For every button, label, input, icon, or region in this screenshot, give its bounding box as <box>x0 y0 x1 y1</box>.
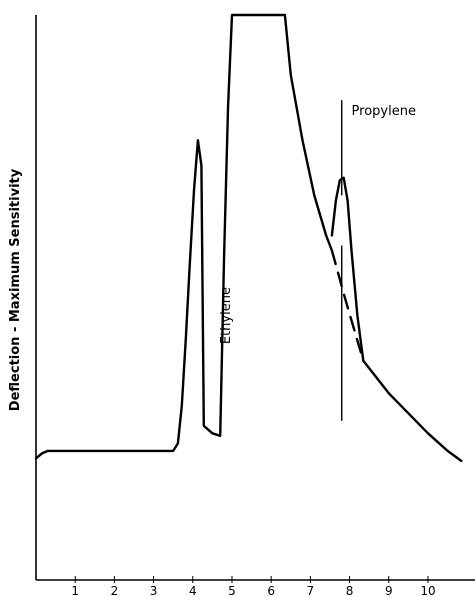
x-tick-label: 8 <box>346 584 354 597</box>
x-tick-label: 1 <box>71 584 79 597</box>
baseline-dashed-line <box>330 249 365 362</box>
annotation-propylene: Propylene <box>352 104 416 119</box>
x-tick-label: 2 <box>111 584 119 597</box>
x-tick-label: 7 <box>307 584 315 597</box>
series-layer <box>34 13 463 463</box>
x-tick-label: 6 <box>267 584 275 597</box>
axes <box>35 15 475 581</box>
x-tick-label: 3 <box>150 584 158 597</box>
x-tick-label: 5 <box>228 584 236 597</box>
signal-trace-1 <box>34 13 334 460</box>
x-tick-label: 4 <box>189 584 197 597</box>
y-axis-label: Deflection - Maximum Sensitivity <box>8 168 23 411</box>
signal-trace-2 <box>330 176 463 463</box>
x-ticks: 1 2 3 4 5 6 7 8 9 10 <box>71 576 436 597</box>
x-tick-label: 10 <box>420 584 435 597</box>
annotations: Ethylene Propylene <box>219 104 416 344</box>
x-tick-label: 9 <box>385 584 393 597</box>
annotation-ethylene: Ethylene <box>219 287 234 344</box>
